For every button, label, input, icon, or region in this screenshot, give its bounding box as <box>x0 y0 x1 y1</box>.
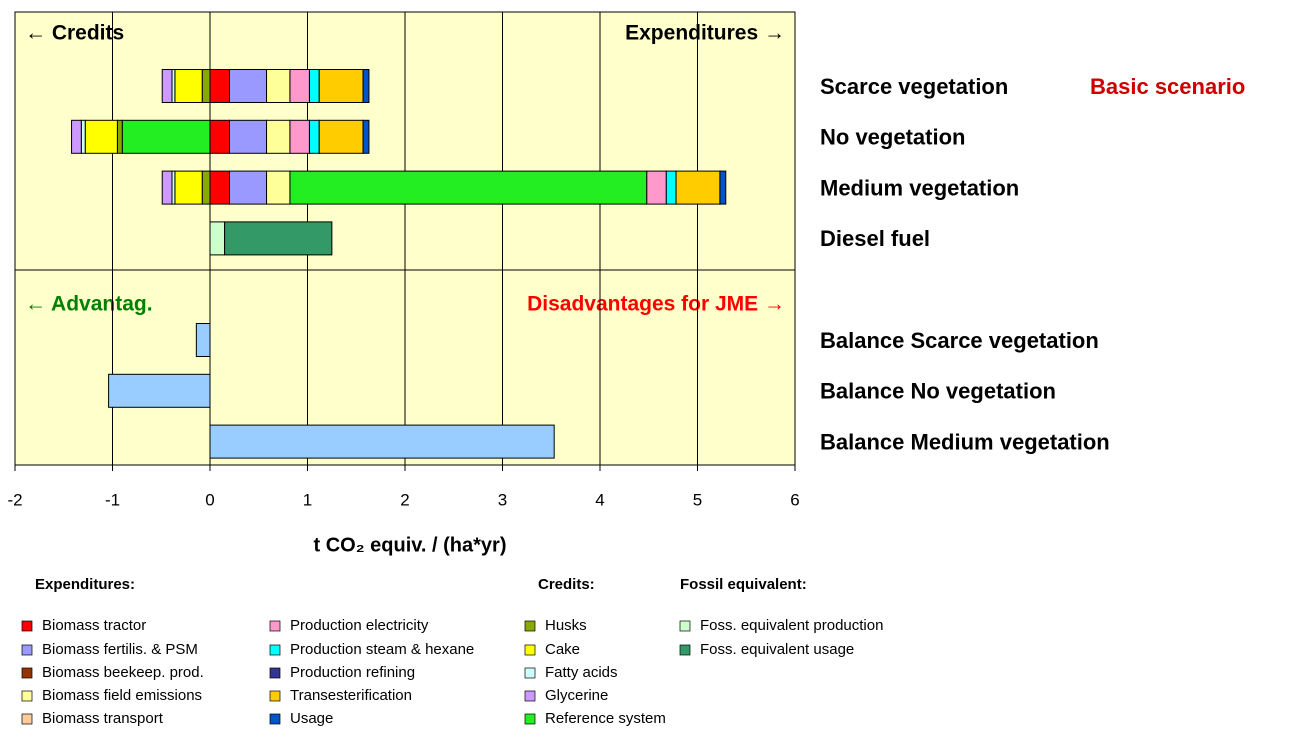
x-tick-label: -2 <box>7 490 22 509</box>
bar-segment <box>229 119 268 154</box>
category-label: Balance No vegetation <box>820 379 1056 404</box>
bar-segment <box>675 170 721 205</box>
bar-segment <box>195 323 211 357</box>
x-tick-label: 5 <box>693 490 702 509</box>
category-label: Balance Scarce vegetation <box>820 328 1099 353</box>
category-label: Balance Medium vegetation <box>820 429 1110 454</box>
bar-segment <box>108 373 211 408</box>
legend-swatch <box>524 690 536 702</box>
legend-swatch <box>679 620 691 632</box>
category-label: No vegetation <box>820 125 965 150</box>
legend-label: Glycerine <box>545 687 608 704</box>
legend-label: Husks <box>545 617 587 634</box>
legend-heading: Fossil equivalent: <box>680 576 807 593</box>
legend-swatch <box>21 620 33 632</box>
bar-segment <box>308 119 320 154</box>
legend-heading: Credits: <box>538 576 595 593</box>
bar-segment <box>84 119 118 154</box>
disadvantages-note: Disadvantages for JME → <box>527 293 785 316</box>
legend-label: Production steam & hexane <box>290 641 474 658</box>
bar-segment <box>289 119 310 154</box>
bar-segment <box>362 119 370 154</box>
category-label: Medium vegetation <box>820 175 1019 200</box>
bar-segment <box>266 69 291 103</box>
bar-segment <box>646 170 667 205</box>
bar-segment <box>665 170 677 205</box>
bar-segment <box>289 69 310 103</box>
bar-segment <box>209 424 555 459</box>
bar-segment <box>719 170 727 205</box>
legend-swatch <box>679 644 691 656</box>
x-tick-label: 3 <box>498 490 507 509</box>
legend-label: Fatty acids <box>545 664 618 681</box>
legend-label: Biomass fertilis. & PSM <box>42 641 198 658</box>
legend-swatch <box>524 667 536 679</box>
bar-segment <box>266 119 291 154</box>
legend-label: Biomass field emissions <box>42 687 202 704</box>
legend-swatch <box>21 690 33 702</box>
legend-label: Foss. equivalent production <box>700 617 883 634</box>
expenditures-note: Expenditures → <box>625 22 785 45</box>
bar-segment <box>318 69 364 103</box>
bar-segment <box>362 69 370 103</box>
legend-swatch <box>524 713 536 725</box>
legend-swatch <box>269 644 281 656</box>
x-tick-label: 1 <box>303 490 312 509</box>
legend-swatch <box>524 620 536 632</box>
bar-segment <box>116 119 123 154</box>
scenario-note: Basic scenario <box>1090 74 1245 99</box>
legend-label: Foss. equivalent usage <box>700 641 854 658</box>
legend-label: Biomass beekeep. prod. <box>42 664 204 681</box>
credits-note: ← Credits <box>25 22 124 45</box>
bar-segment <box>80 119 86 154</box>
legend-label: Cake <box>545 641 580 658</box>
x-tick-label: 4 <box>595 490 604 509</box>
legend-label: Usage <box>290 710 333 727</box>
legend-swatch <box>21 667 33 679</box>
bar-segment <box>209 119 230 154</box>
x-tick-label: 6 <box>790 490 799 509</box>
bar-segment <box>161 69 173 103</box>
legend-swatch <box>524 644 536 656</box>
legend-swatch <box>269 690 281 702</box>
bar-segment <box>201 69 211 103</box>
bar-segment <box>201 170 211 205</box>
bar-segment <box>121 119 211 154</box>
bar-segment <box>209 170 230 205</box>
x-tick-label: 2 <box>400 490 409 509</box>
bar-segment <box>229 69 268 103</box>
category-label: Scarce vegetation <box>820 74 1008 99</box>
legend-label: Biomass transport <box>42 710 164 727</box>
bar-segment <box>209 221 226 256</box>
x-axis-label: t CO₂ equiv. / (ha*yr) <box>314 534 507 556</box>
legend-swatch <box>269 620 281 632</box>
legend-label: Production refining <box>290 664 415 681</box>
bar-segment <box>318 119 364 154</box>
bar-segment <box>71 119 82 154</box>
bar-segment <box>289 170 648 205</box>
advantages-note: ← Advantag. <box>25 293 153 316</box>
bar-segment <box>266 170 291 205</box>
bar-segment <box>161 170 173 205</box>
bar-segment <box>224 221 333 256</box>
bar-segment <box>209 69 230 103</box>
x-tick-label: -1 <box>105 490 120 509</box>
legend-heading: Expenditures: <box>35 576 135 593</box>
bar-segment <box>308 69 320 103</box>
legend-label: Biomass tractor <box>42 617 146 634</box>
bar-segment <box>229 170 268 205</box>
legend-label: Transesterification <box>290 687 412 704</box>
legend-label: Reference system <box>545 710 666 727</box>
legend-swatch <box>269 713 281 725</box>
legend-swatch <box>269 667 281 679</box>
bar-segment <box>174 170 203 205</box>
legend-swatch <box>21 713 33 725</box>
bar-segment <box>174 69 203 103</box>
legend-swatch <box>21 644 33 656</box>
category-label: Diesel fuel <box>820 226 930 251</box>
legend-label: Production electricity <box>290 617 429 634</box>
x-tick-label: 0 <box>205 490 214 509</box>
